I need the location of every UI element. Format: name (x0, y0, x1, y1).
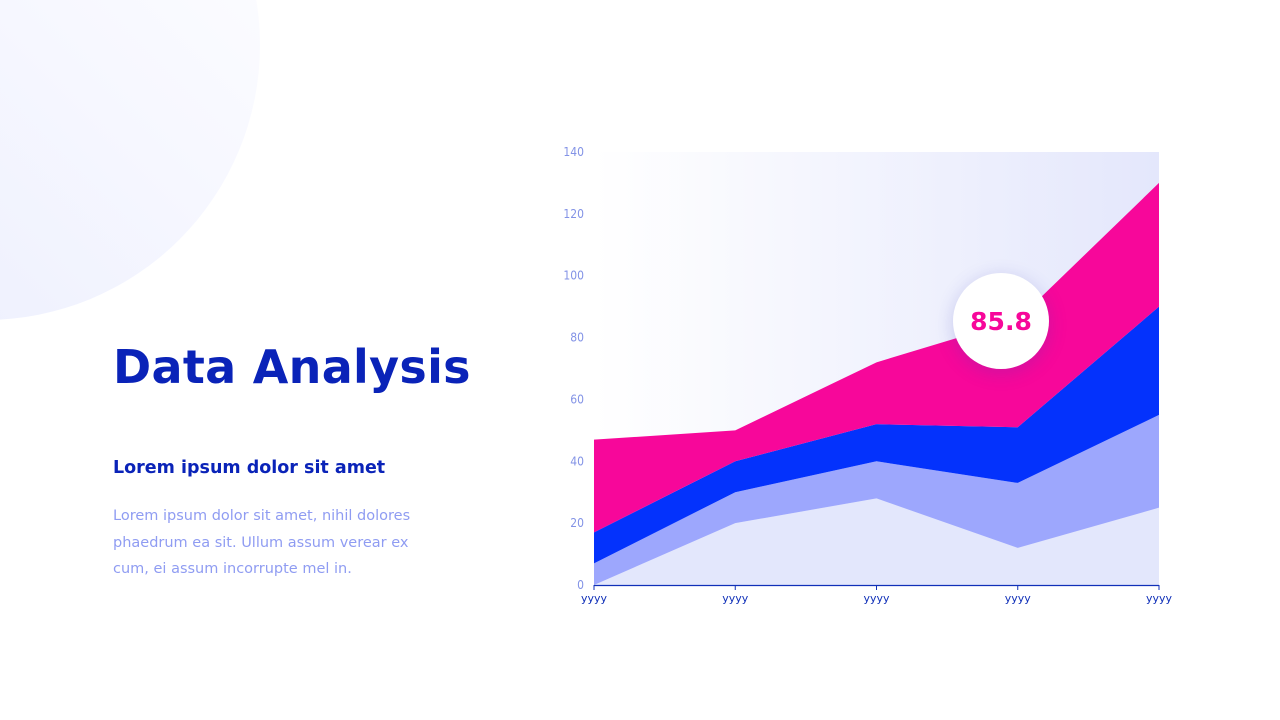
x-tick-label: yyyy (1146, 592, 1173, 605)
x-tick-label: yyyy (722, 592, 749, 605)
area-series-group (594, 182, 1159, 585)
y-tick-label: 20 (570, 516, 584, 530)
y-axis: 0 20 40 60 80 100 120 140 (563, 145, 584, 592)
y-tick-label: 40 (570, 454, 584, 468)
y-tick-label: 140 (563, 145, 584, 159)
page-title: Data Analysis (113, 340, 471, 394)
x-tick-label: yyyy (581, 592, 608, 605)
y-tick-label: 100 (563, 269, 584, 283)
area-series-3 (594, 306, 1159, 564)
x-tick-label: yyyy (1005, 592, 1032, 605)
value-callout: 85.8 (953, 273, 1049, 369)
x-tick-label: yyyy (863, 592, 890, 605)
body-text: Lorem ipsum dolor sit amet, nihil dolore… (113, 508, 411, 577)
y-tick-label: 80 (570, 331, 584, 345)
area-series-2 (594, 414, 1159, 585)
y-tick-label: 0 (577, 578, 584, 592)
y-tick-label: 60 (570, 392, 584, 406)
callout-value: 85.8 (970, 306, 1032, 336)
area-series-1 (594, 498, 1159, 585)
subtitle: Lorem ipsum dolor sit amet (113, 458, 386, 478)
x-axis: yyyy yyyy yyyy yyyy yyyy (581, 584, 1173, 605)
y-tick-label: 120 (563, 207, 584, 221)
area-series-4 (594, 182, 1159, 533)
